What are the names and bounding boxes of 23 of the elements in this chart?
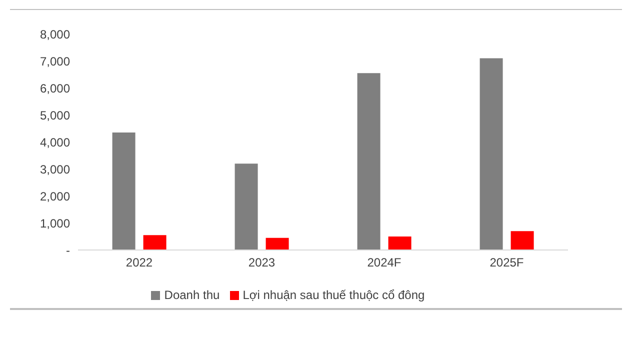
x-tick-label: 2025F [490,256,524,270]
y-tick-label: 1,000 [40,216,70,230]
y-tick-label: 3,000 [40,162,70,176]
bar [510,231,534,250]
bar [357,73,380,250]
x-tick-label: 2024F [367,256,402,270]
y-tick-label: 2,000 [40,189,70,204]
y-tick-label: 7,000 [40,54,70,68]
bar [480,58,503,250]
y-tick-label: 8,000 [40,27,70,42]
y-tick-label: 4,000 [40,135,70,150]
y-tick-label: - [66,243,70,258]
legend-label: Doanh thu [164,288,220,302]
bar [234,164,258,250]
bar [388,236,412,250]
bar [112,132,136,250]
y-tick-label: 5,000 [40,108,70,122]
legend-label: Lợi nhuận sau thuế thuộc cổ đông [242,288,425,302]
x-tick-label: 2022 [126,256,153,270]
bar [143,235,166,250]
x-tick-label: 2023 [248,256,276,270]
bar [266,238,289,250]
y-tick-label: 6,000 [40,81,70,96]
